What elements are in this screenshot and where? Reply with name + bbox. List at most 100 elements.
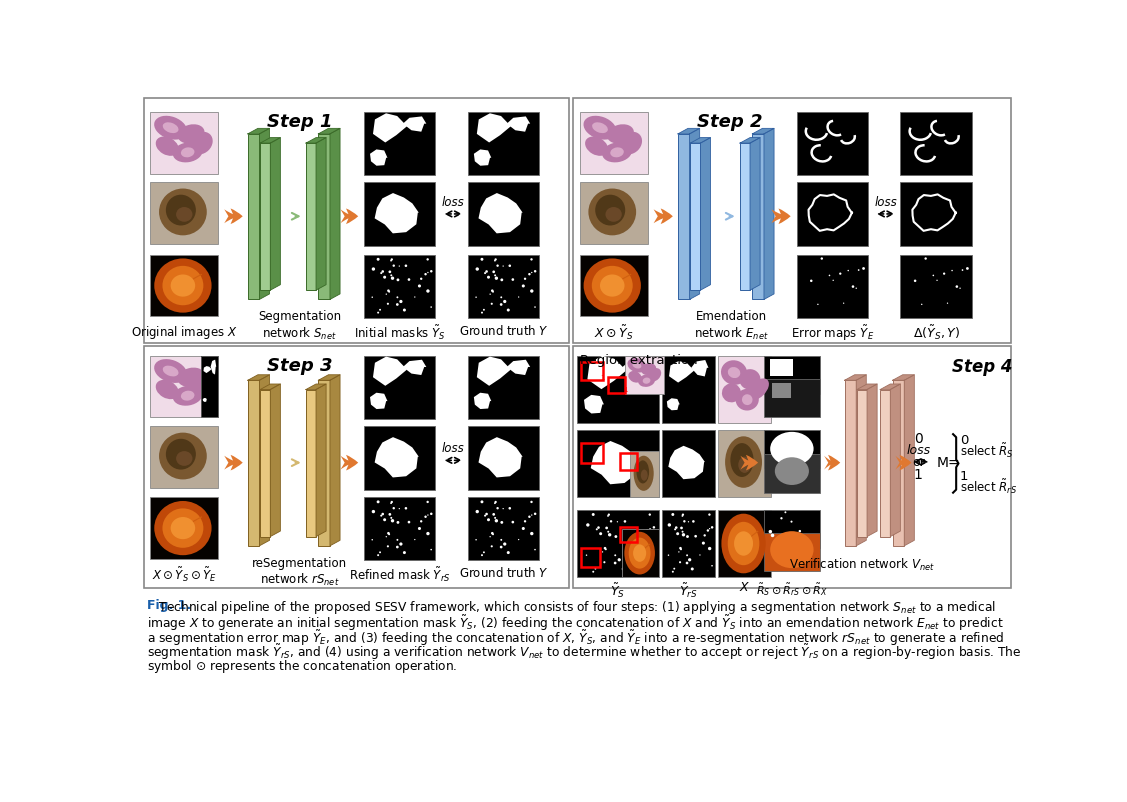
Ellipse shape (641, 364, 656, 375)
Polygon shape (259, 375, 269, 546)
Circle shape (485, 515, 486, 517)
Circle shape (531, 259, 533, 261)
Circle shape (425, 516, 427, 518)
Circle shape (680, 549, 682, 551)
Circle shape (383, 519, 387, 521)
Circle shape (586, 555, 587, 557)
Circle shape (476, 539, 477, 541)
Circle shape (610, 520, 612, 523)
Ellipse shape (638, 375, 655, 387)
Circle shape (518, 297, 520, 298)
Bar (753, 135, 764, 300)
Polygon shape (370, 393, 388, 410)
Polygon shape (668, 446, 704, 480)
Circle shape (485, 273, 486, 275)
Bar (318, 381, 330, 546)
Circle shape (833, 280, 834, 282)
Bar (893, 381, 904, 546)
Circle shape (500, 521, 504, 525)
Circle shape (499, 304, 503, 306)
Circle shape (381, 513, 384, 516)
Ellipse shape (775, 458, 809, 485)
Bar (468, 427, 539, 490)
Text: reSegmentation
network $rS_{net}$: reSegmentation network $rS_{net}$ (252, 556, 347, 588)
Text: $\Delta(\tilde{Y}_S, Y)$: $\Delta(\tilde{Y}_S, Y)$ (913, 323, 959, 342)
Circle shape (388, 291, 390, 294)
Polygon shape (700, 139, 710, 291)
Bar (577, 430, 658, 498)
Circle shape (534, 513, 536, 516)
Polygon shape (479, 438, 523, 478)
Circle shape (605, 549, 606, 551)
Circle shape (426, 259, 429, 261)
Circle shape (512, 521, 514, 524)
Circle shape (682, 514, 684, 516)
Circle shape (667, 555, 669, 557)
Circle shape (391, 277, 394, 281)
Circle shape (492, 291, 494, 294)
Polygon shape (374, 194, 419, 234)
Polygon shape (248, 375, 269, 381)
Circle shape (614, 555, 616, 557)
Circle shape (408, 521, 410, 524)
Bar (579, 113, 648, 175)
Circle shape (390, 517, 392, 519)
Circle shape (420, 520, 423, 523)
Polygon shape (669, 362, 694, 383)
Circle shape (495, 520, 498, 523)
Circle shape (607, 531, 610, 533)
Polygon shape (211, 360, 216, 375)
Circle shape (603, 561, 605, 564)
Bar (900, 113, 971, 176)
Circle shape (405, 508, 407, 510)
Circle shape (937, 280, 938, 282)
Circle shape (392, 508, 394, 510)
Ellipse shape (176, 452, 193, 466)
Circle shape (372, 268, 375, 271)
Circle shape (691, 568, 694, 571)
Ellipse shape (629, 538, 650, 569)
Ellipse shape (178, 368, 204, 387)
Circle shape (425, 273, 427, 276)
Ellipse shape (170, 517, 195, 540)
Bar (718, 510, 771, 577)
Polygon shape (204, 367, 212, 374)
Polygon shape (203, 399, 207, 403)
Circle shape (500, 297, 503, 299)
Ellipse shape (770, 432, 814, 466)
Circle shape (653, 526, 655, 529)
Text: 1: 1 (601, 375, 605, 380)
Circle shape (500, 539, 503, 541)
Polygon shape (260, 384, 281, 390)
Circle shape (492, 533, 494, 536)
Ellipse shape (633, 456, 654, 491)
Polygon shape (260, 139, 281, 144)
Circle shape (855, 288, 857, 290)
Ellipse shape (154, 259, 212, 314)
Text: Ground truth $Y$: Ground truth $Y$ (459, 565, 549, 579)
Circle shape (387, 303, 389, 306)
Bar (364, 427, 435, 490)
Circle shape (782, 545, 784, 547)
Circle shape (682, 533, 685, 537)
Bar (305, 390, 316, 537)
Circle shape (687, 521, 689, 523)
Ellipse shape (721, 514, 765, 573)
Circle shape (680, 527, 683, 529)
Circle shape (408, 279, 410, 282)
Circle shape (494, 275, 496, 277)
Polygon shape (305, 139, 326, 144)
Ellipse shape (154, 501, 212, 556)
Ellipse shape (728, 367, 740, 379)
Text: Verification network $V_{net}$: Verification network $V_{net}$ (789, 556, 934, 572)
Ellipse shape (738, 457, 751, 473)
Circle shape (961, 269, 964, 272)
Circle shape (480, 258, 483, 261)
Ellipse shape (172, 386, 203, 406)
Circle shape (607, 533, 611, 537)
Circle shape (481, 312, 483, 314)
Polygon shape (880, 384, 900, 390)
Circle shape (600, 533, 602, 536)
Circle shape (403, 552, 406, 554)
Circle shape (686, 555, 689, 557)
